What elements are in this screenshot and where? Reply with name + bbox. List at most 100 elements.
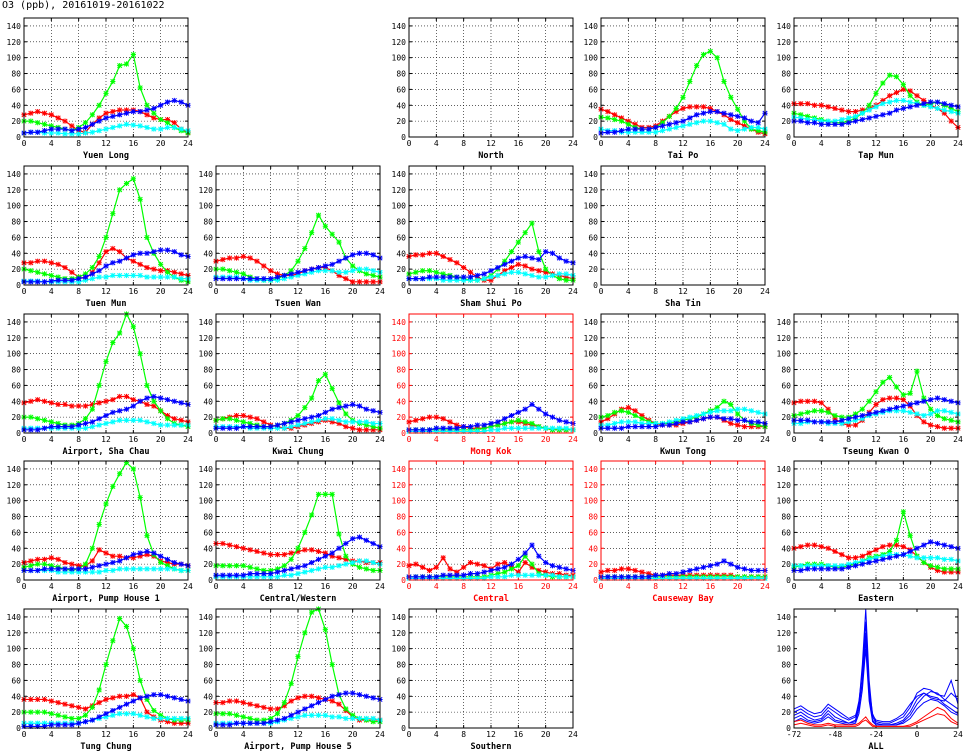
data-point bbox=[811, 566, 818, 572]
data-point bbox=[117, 112, 123, 118]
data-point bbox=[82, 403, 89, 409]
data-point bbox=[887, 406, 893, 412]
data-point bbox=[288, 274, 294, 280]
data-point bbox=[934, 395, 941, 401]
data-point bbox=[41, 566, 48, 572]
data-point bbox=[625, 118, 631, 124]
plot-frame bbox=[215, 165, 381, 286]
data-point bbox=[474, 561, 480, 567]
data-point bbox=[144, 102, 150, 108]
data-point bbox=[363, 693, 369, 699]
data-point bbox=[370, 420, 376, 427]
data-point bbox=[178, 422, 184, 428]
data-point bbox=[227, 698, 233, 704]
data-point bbox=[447, 274, 453, 280]
data-point bbox=[315, 212, 322, 218]
y-tick-label: 100 bbox=[584, 497, 599, 506]
data-point bbox=[488, 274, 494, 280]
data-point bbox=[852, 559, 859, 566]
data-point bbox=[343, 403, 349, 409]
x-tick-label: 20 bbox=[541, 435, 551, 444]
data-point bbox=[35, 556, 41, 562]
x-tick-label: 8 bbox=[268, 582, 273, 591]
data-point bbox=[420, 252, 426, 258]
data-point bbox=[164, 556, 171, 562]
data-point bbox=[35, 279, 41, 285]
x-tick-label: 20 bbox=[541, 582, 551, 591]
data-point bbox=[171, 422, 177, 428]
data-point bbox=[144, 552, 150, 558]
y-tick-label: 20 bbox=[203, 560, 213, 569]
x-tick-label: 8 bbox=[76, 582, 81, 591]
station-label: Sham Shui Po bbox=[460, 298, 521, 309]
data-point bbox=[261, 704, 267, 710]
data-point bbox=[41, 709, 48, 715]
plot-frame bbox=[408, 608, 574, 729]
data-point bbox=[805, 398, 811, 404]
data-point bbox=[96, 253, 102, 260]
data-point bbox=[103, 412, 109, 419]
data-point bbox=[110, 245, 116, 252]
data-point bbox=[714, 414, 720, 420]
data-point bbox=[82, 719, 89, 725]
data-point bbox=[846, 416, 852, 422]
data-point bbox=[254, 416, 260, 422]
data-point bbox=[55, 420, 61, 427]
data-point bbox=[543, 425, 549, 431]
y-tick-label: 120 bbox=[392, 334, 407, 343]
y-tick-label: 60 bbox=[203, 528, 213, 537]
data-point bbox=[178, 400, 184, 406]
data-point bbox=[755, 567, 761, 574]
data-point bbox=[880, 397, 886, 403]
data-point bbox=[440, 274, 446, 280]
data-point bbox=[646, 424, 652, 430]
data-point bbox=[687, 104, 693, 110]
x-tick-label: 8 bbox=[846, 582, 851, 591]
data-point bbox=[76, 131, 82, 137]
data-point bbox=[481, 425, 487, 431]
y-tick-label: 80 bbox=[11, 70, 21, 79]
data-point bbox=[247, 715, 253, 722]
data-point bbox=[288, 550, 294, 556]
data-point bbox=[900, 397, 906, 403]
data-point bbox=[625, 409, 631, 415]
data-point bbox=[336, 420, 342, 427]
data-point bbox=[233, 425, 240, 431]
data-point bbox=[536, 425, 542, 431]
data-point bbox=[426, 574, 433, 580]
data-point bbox=[48, 722, 54, 728]
data-point bbox=[832, 121, 838, 127]
data-point bbox=[103, 567, 109, 574]
x-tick-label: 4 bbox=[49, 730, 54, 739]
data-point bbox=[227, 276, 233, 282]
y-tick-label: 0 bbox=[401, 429, 406, 438]
data-point bbox=[921, 542, 927, 548]
data-point bbox=[625, 574, 631, 580]
data-point bbox=[625, 129, 631, 135]
data-point bbox=[625, 405, 631, 411]
data-point bbox=[887, 72, 893, 78]
data-point bbox=[137, 398, 143, 404]
data-point bbox=[281, 567, 287, 574]
data-point bbox=[474, 575, 480, 582]
data-point bbox=[728, 401, 734, 408]
data-point bbox=[137, 250, 143, 256]
data-point bbox=[543, 569, 549, 575]
data-point bbox=[893, 553, 900, 559]
y-tick-label: 40 bbox=[588, 101, 598, 110]
data-point bbox=[728, 416, 734, 422]
data-point bbox=[158, 268, 164, 274]
x-tick-label: 8 bbox=[76, 435, 81, 444]
data-point bbox=[563, 425, 569, 431]
y-tick-label: 140 bbox=[392, 22, 407, 31]
data-point bbox=[893, 384, 900, 390]
data-point bbox=[315, 556, 322, 562]
data-point bbox=[164, 715, 171, 722]
data-point bbox=[315, 491, 322, 497]
y-tick-label: 20 bbox=[11, 560, 21, 569]
data-point bbox=[887, 548, 893, 555]
data-point bbox=[48, 123, 54, 129]
data-point bbox=[151, 110, 157, 116]
data-point bbox=[646, 420, 652, 427]
